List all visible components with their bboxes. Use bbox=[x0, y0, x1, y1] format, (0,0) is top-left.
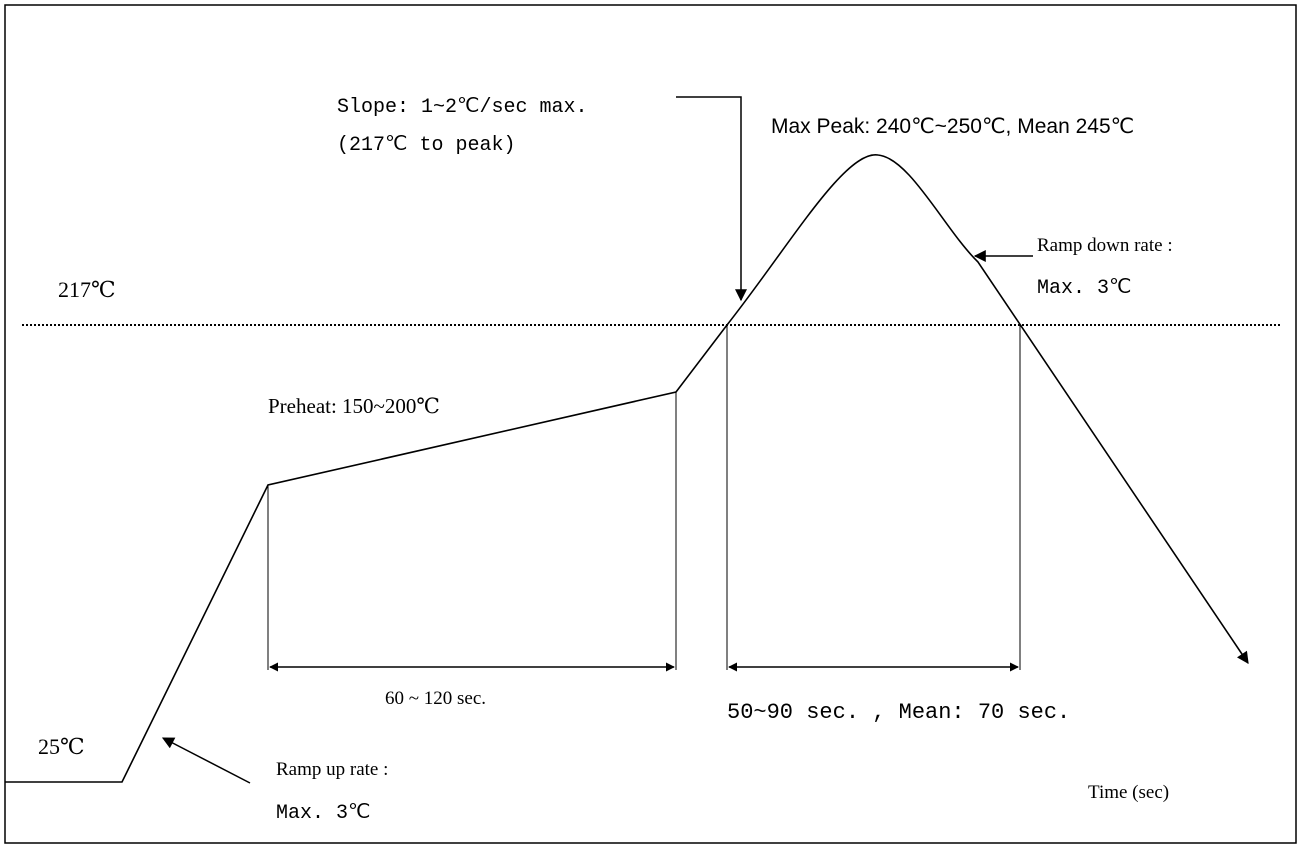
ramp-down-label-line2: Max. 3℃ bbox=[1037, 277, 1131, 300]
ramp-up-label-line2: Max. 3℃ bbox=[276, 802, 370, 825]
preheat-duration-label: 60 ~ 120 sec. bbox=[385, 688, 486, 709]
preheat-label: Preheat: 150~200℃ bbox=[268, 394, 440, 418]
diagram-frame bbox=[4, 4, 1297, 844]
slope-callout-arrow bbox=[676, 96, 747, 302]
slope-label-line1: Slope: 1~2℃/sec max. bbox=[337, 96, 588, 119]
slope-label-line2: (217℃ to peak) bbox=[337, 134, 516, 157]
ramp-up-label-line1: Ramp up rate : bbox=[276, 759, 388, 780]
temperature-profile-curve bbox=[5, 154, 1249, 783]
max-peak-label: Max Peak: 240℃~250℃, Mean 245℃ bbox=[771, 115, 1134, 138]
ramp-up-callout-arrow bbox=[161, 737, 251, 784]
reflow-duration-label: 50~90 sec. , Mean: 70 sec. bbox=[727, 700, 1070, 725]
temp-25-label: 25℃ bbox=[38, 734, 85, 759]
ramp-down-label-line1: Ramp down rate : bbox=[1037, 235, 1173, 256]
time-axis-label: Time (sec) bbox=[1088, 782, 1169, 803]
temp-217-label: 217℃ bbox=[58, 277, 116, 302]
